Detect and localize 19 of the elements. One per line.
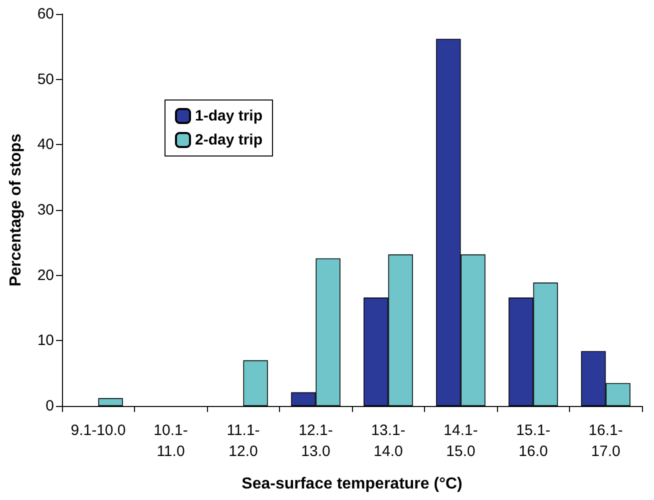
legend-label: 2-day trip [195, 132, 263, 148]
y-tick-label: 60 [37, 6, 54, 22]
x-tick-label: 15.1-16.0 [516, 422, 550, 460]
x-tick-label: 10.1-11.0 [154, 422, 188, 460]
legend-label: 1-day trip [195, 108, 263, 124]
x-tick-label: 11.1-12.0 [226, 422, 260, 460]
y-tick-label: 30 [37, 202, 54, 218]
x-tick-label: 12.1-13.0 [298, 422, 333, 460]
y-tick-label: 10 [37, 332, 54, 350]
y-tick-label: 50 [37, 70, 54, 88]
x-tick-label: 16.1-17.0 [588, 422, 623, 460]
x-axis-title: Sea-surface temperature (°C) [242, 476, 462, 492]
x-tick-label: 13.1-14.0 [371, 422, 406, 460]
x-tick-label: 9.1-10.0 [70, 422, 126, 439]
x-tick-label: 14.1-15.0 [444, 422, 478, 460]
y-tick-label: 40 [37, 136, 54, 154]
y-axis-title: Percentage of stops [8, 133, 24, 286]
y-tick-label: 0 [46, 398, 54, 414]
y-tick-label: 20 [37, 266, 54, 284]
